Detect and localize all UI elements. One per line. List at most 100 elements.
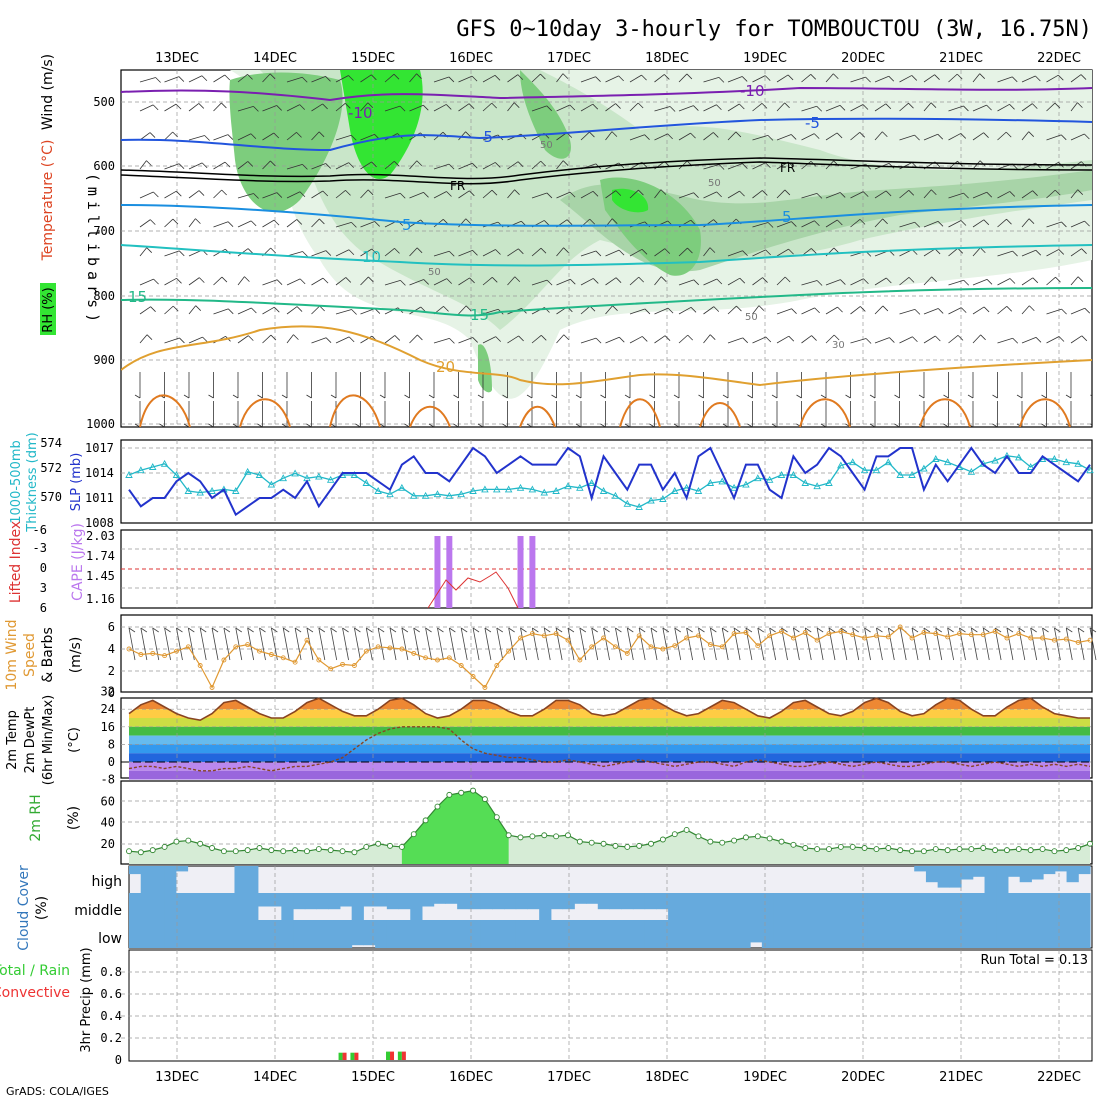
wind-barb	[556, 73, 564, 83]
rh-point	[802, 845, 809, 851]
cloud-bar-low	[890, 920, 903, 948]
wind-barb	[458, 75, 473, 83]
cloud-bar-low	[152, 920, 165, 948]
cloud-bar-high	[1007, 866, 1021, 877]
rh-point	[505, 832, 512, 839]
wind-barb	[825, 306, 838, 315]
wind-barb-flag	[330, 423, 337, 427]
cloud-bar-low	[550, 920, 564, 948]
wind-barb	[801, 73, 812, 83]
cloud-bar-low	[363, 920, 376, 946]
wind-barb	[1021, 131, 1030, 141]
wind-barb	[384, 192, 401, 199]
wind-barb-flag	[784, 189, 791, 196]
wind-barb-flag	[957, 248, 964, 254]
surface-barb	[294, 627, 302, 661]
rh-point	[1051, 848, 1058, 855]
wind-barb	[482, 336, 496, 344]
wind-barb	[213, 134, 229, 141]
cloud-bar-low	[398, 920, 411, 948]
wind-barb-flag	[423, 279, 429, 285]
rh-point	[458, 789, 465, 796]
surface-barb-flag	[888, 627, 895, 633]
cloud-bar-middle	[808, 893, 821, 920]
wind-barb	[1021, 218, 1030, 228]
wind-barb-flag	[172, 131, 178, 138]
cloud-bar-low	[703, 920, 716, 948]
cloud-bar-low	[972, 920, 986, 948]
pressure-tick-label: 1000	[86, 417, 115, 431]
rh-point	[315, 846, 322, 853]
wind-barb	[850, 131, 861, 141]
wind-barb	[458, 103, 470, 112]
wind-barb	[458, 337, 473, 344]
rh-point	[161, 843, 168, 850]
surface-barb	[816, 627, 824, 661]
wind-barb-flag	[595, 337, 602, 344]
wind-barb	[1096, 220, 1100, 227]
wind-barb	[188, 135, 205, 141]
wind-barb	[948, 105, 964, 112]
cloud-bar-low	[492, 920, 505, 948]
wind-barb-flag	[428, 423, 435, 427]
surface-barb-flag	[188, 627, 195, 633]
wind-barb	[801, 280, 818, 286]
surface-barb	[887, 627, 895, 661]
wind-barb-flag	[546, 279, 553, 286]
slp-gridlines	[121, 440, 1092, 523]
thickness-point	[493, 485, 501, 493]
wind-barb-flag	[319, 305, 325, 312]
cloud-bar-middle	[773, 893, 786, 920]
cloud-bar-middle	[234, 893, 247, 920]
wind-barb-flag	[1011, 76, 1018, 83]
wind10-label-a: 10m Wind	[4, 619, 20, 690]
surface-barb	[282, 627, 290, 661]
cloud-bar-low	[1066, 920, 1079, 948]
wind-barb-flag	[1081, 335, 1088, 342]
wind-barb	[1046, 276, 1056, 286]
wind-barb-flag	[943, 423, 949, 427]
cloud-bar-low	[515, 920, 528, 948]
wind-barb-flag	[540, 247, 547, 254]
wind-barb	[409, 191, 424, 199]
wind-barb	[923, 189, 932, 199]
surface-barb	[769, 627, 777, 661]
cloud-bar-low	[738, 920, 751, 948]
surface-barb-flag	[947, 627, 954, 633]
wind-barb-flag	[526, 394, 533, 399]
wind-barb	[801, 335, 812, 344]
rh-point	[1027, 847, 1034, 854]
surface-barb-flag	[354, 627, 361, 633]
cloud-bar-middle	[492, 893, 505, 910]
wind-barb	[311, 277, 324, 286]
wind-barb-flag	[686, 73, 693, 80]
wind-barb	[899, 308, 916, 315]
wind-barb	[605, 131, 613, 141]
thickness-point	[742, 480, 750, 488]
wind-barb-flag	[348, 336, 355, 343]
rh-point	[446, 791, 453, 798]
contour-25-a	[139, 394, 1071, 427]
surface-barb-flag	[532, 627, 539, 633]
wind-speed-point	[446, 655, 452, 661]
wind-barb-flag	[687, 334, 694, 341]
thickness-point	[896, 471, 904, 478]
wind-barb	[654, 335, 666, 344]
surface-barb-flag	[223, 627, 231, 633]
wind-barb	[237, 133, 252, 141]
wind-barb	[531, 247, 542, 257]
cloud-bar-high	[164, 866, 177, 893]
wind-barb	[311, 305, 320, 315]
temp-tick-label: 0	[108, 755, 115, 769]
wind-barb-flag	[270, 334, 277, 341]
wind-barb-flag	[253, 193, 259, 199]
cloud-bar-high	[1066, 866, 1079, 883]
thickness-point	[516, 483, 525, 491]
cloud-bar-middle	[832, 893, 845, 920]
label-10: 10	[362, 248, 381, 266]
thickness-point	[552, 487, 560, 494]
date-label: 16DEC	[449, 51, 493, 66]
wind-barb-flag	[546, 192, 553, 199]
